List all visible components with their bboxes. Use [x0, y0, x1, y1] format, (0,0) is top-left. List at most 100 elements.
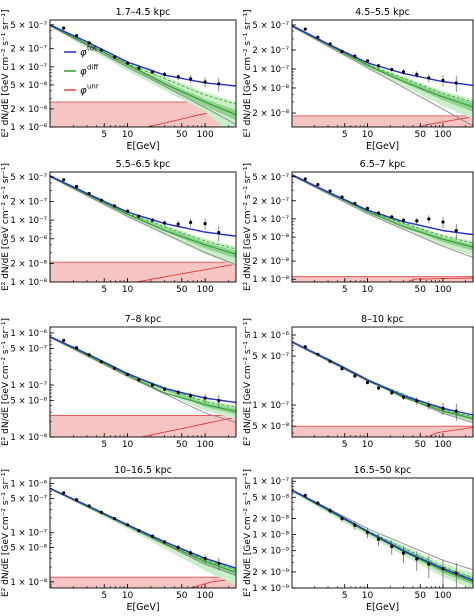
unresolved-line [146, 105, 236, 127]
diffuse-dashed-line [292, 25, 473, 103]
x-tick-label: 50 [176, 285, 188, 295]
data-point [316, 183, 320, 187]
data-point [112, 366, 117, 370]
y-tick-label: 1 × 10⁻⁸ [10, 578, 47, 588]
data-point [454, 81, 458, 85]
data-point [189, 77, 193, 81]
legend-label: φ [80, 86, 87, 97]
unresolved-line [417, 116, 473, 127]
data-point [176, 222, 180, 226]
panel-frame [291, 171, 474, 283]
data-point [390, 215, 394, 219]
y-tick-label: 2 × 10⁻⁷ [10, 198, 47, 208]
y-axis-label: E² dN/dE [GeV cm⁻² s⁻¹ sr⁻¹] [1, 469, 11, 597]
y-tick-label: 5 × 10⁻⁸ [10, 81, 47, 91]
y-tick-label: 5 × 10⁻⁷ [10, 173, 47, 183]
y-axis-label: E² dN/dE [GeV cm⁻² s⁻¹ sr⁻¹] [243, 469, 253, 597]
y-tick-label: 5 × 10⁻⁸ [252, 84, 289, 94]
y-tick-label: 2 × 10⁻⁸ [252, 257, 289, 267]
y-tick-label: 2 × 10⁻⁸ [10, 105, 47, 115]
data-point [162, 387, 167, 391]
data-point [203, 80, 207, 84]
panel-5: 1 × 10⁻⁸ 5 × 10⁻⁸ 1 × 10⁻⁷ 5 × 10⁻⁷ 1 × 10⁻⁶… [1, 314, 237, 450]
data-point [99, 510, 104, 514]
data-point [365, 380, 370, 385]
total-line [50, 335, 236, 404]
data-point [376, 537, 381, 541]
panel-title: 5.5–6.5 kpc [116, 159, 171, 170]
y-tick-label: 5 × 10⁻⁸ [252, 422, 289, 432]
data-point [303, 177, 307, 181]
data-point [74, 346, 79, 350]
data-point [137, 378, 141, 382]
x-tick-label: 50 [415, 285, 427, 295]
x-tick-label: 10 [362, 130, 374, 140]
panel-frame [291, 326, 474, 438]
y-axis-label: E² dN/dE [GeV cm⁻² s⁻¹ sr⁻¹] [243, 318, 253, 446]
plot-area [292, 488, 473, 588]
plot-area [292, 174, 473, 282]
x-tick-label: 50 [176, 440, 188, 450]
diffuse-line [292, 25, 473, 108]
unresolved-line [136, 263, 236, 282]
x-tick-label: 10 [122, 285, 134, 295]
x-tick-label: 100 [197, 591, 214, 601]
x-tick-label: 100 [434, 591, 451, 601]
grey-model-line [50, 337, 236, 423]
data-point [316, 35, 320, 39]
legend-label: φ [80, 67, 87, 78]
x-tick-label: 10 [362, 440, 374, 450]
unresolved-band [50, 261, 236, 282]
data-point [390, 391, 394, 395]
grey-model-line [50, 176, 236, 266]
x-tick-label: 50 [176, 130, 188, 140]
y-tick-label: 5 × 10⁻⁸ [252, 233, 289, 243]
x-tick-label: 100 [197, 440, 214, 450]
y-tick-label: 2 × 10⁻⁹ [252, 568, 289, 578]
diffuse-line [50, 336, 236, 412]
unresolved-band [292, 425, 473, 437]
data-point [365, 206, 370, 210]
data-point [189, 551, 193, 555]
x-tick-label: 100 [434, 285, 451, 295]
x-axis-label: E[GeV] [366, 602, 399, 613]
data-point [441, 220, 445, 224]
x-axis-label: E[GeV] [126, 141, 159, 152]
total-line [50, 175, 236, 237]
diffuse-dashed-line [292, 489, 473, 579]
data-point [162, 540, 167, 544]
data-point [427, 403, 431, 407]
data-point [137, 214, 141, 218]
panels: 1 × 10⁻⁸ 2 × 10⁻⁸ 5 × 10⁻⁸ 1 × 10⁻⁷ 2 × 10⁻⁷… [1, 7, 474, 613]
data-point [401, 395, 406, 399]
grey-model-line [292, 26, 473, 127]
y-tick-label: 2 × 10⁻⁸ [252, 109, 289, 119]
data-point [87, 353, 91, 357]
data-point [316, 501, 320, 505]
y-axis-label: E² dN/dE [GeV cm⁻² s⁻¹ sr⁻¹] [243, 9, 253, 137]
data-point [112, 204, 117, 208]
data-point [427, 562, 431, 566]
diffuse-dashed-line [292, 174, 473, 244]
panel-frame [49, 326, 237, 438]
data-point [454, 571, 458, 575]
data-point [390, 67, 394, 72]
x-tick-label: 50 [415, 591, 427, 601]
x-tick-label: 5 [342, 591, 348, 601]
x-tick-label: 100 [197, 130, 214, 140]
panel-title: 8–10 kpc [361, 314, 404, 325]
y-axis-label: E² dN/dE [GeV cm⁻² s⁻¹ sr⁻¹] [1, 318, 11, 446]
y-tick-label: 5 × 10⁻⁷ [252, 352, 289, 362]
plot-area [50, 487, 236, 588]
unresolved-line [189, 578, 236, 588]
data-point [150, 70, 155, 74]
unresolved-band [50, 415, 236, 437]
diffuse-dashed-line [50, 176, 236, 250]
y-tick-label: 1 × 10⁻⁷ [10, 381, 47, 391]
data-point [74, 34, 79, 38]
legend-sup: unr [87, 83, 99, 91]
data-point [328, 189, 332, 193]
unresolved-band [50, 101, 236, 127]
panel-title: 16.5–50 kpc [354, 465, 412, 476]
data-point [150, 218, 155, 222]
